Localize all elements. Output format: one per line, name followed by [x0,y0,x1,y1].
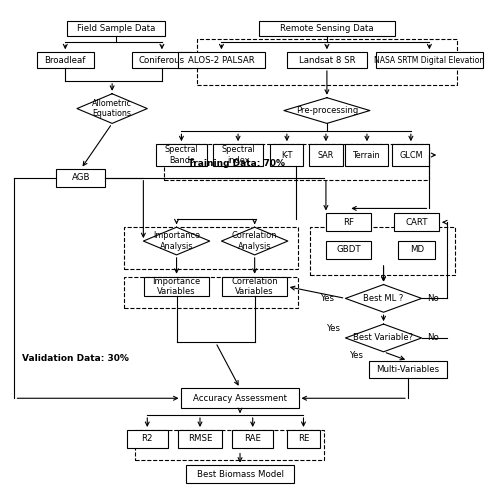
Text: RF: RF [343,218,354,227]
Text: AGB: AGB [72,173,90,182]
Text: ALOS-2 PALSAR: ALOS-2 PALSAR [188,56,255,64]
Text: Best ML ?: Best ML ? [364,294,404,303]
Bar [144,277,209,296]
Bar [124,227,298,269]
Text: No: No [428,294,439,303]
Bar [197,39,457,85]
Polygon shape [77,94,148,123]
Text: Yes: Yes [350,351,364,360]
Text: Best Biomass Model: Best Biomass Model [196,470,284,479]
Text: GBDT: GBDT [336,246,360,254]
Text: Pre-processing: Pre-processing [296,106,358,115]
Text: R2: R2 [142,434,153,443]
Bar [132,52,192,68]
Bar [37,52,94,68]
Bar [182,388,298,408]
Text: Importance
Analysis: Importance Analysis [153,231,200,251]
Polygon shape [144,227,210,255]
Text: Correlation
Analysis: Correlation Analysis [232,231,278,251]
Text: Field Sample Data: Field Sample Data [77,24,155,33]
Text: CART: CART [406,218,428,227]
Bar [398,241,436,259]
Polygon shape [222,227,288,255]
Bar [310,144,342,166]
Text: Terrain: Terrain [353,151,381,159]
Bar [287,430,320,448]
Text: Allometric
Equations: Allometric Equations [92,99,132,118]
Bar [134,430,324,460]
Bar [270,144,304,166]
Polygon shape [346,324,422,352]
Text: Accuracy Assessment: Accuracy Assessment [193,394,287,403]
Bar [156,144,207,166]
Text: MD: MD [410,246,424,254]
Bar [326,241,371,259]
Text: GLCM: GLCM [399,151,422,159]
Bar [178,430,222,448]
Polygon shape [284,98,370,123]
Bar [222,277,287,296]
Polygon shape [346,284,422,312]
Bar [127,430,168,448]
Bar [258,21,395,36]
Text: Broadleaf: Broadleaf [44,56,86,64]
Bar [232,430,273,448]
Text: No: No [428,334,439,342]
Text: Best Variable?: Best Variable? [354,334,414,342]
Text: RE: RE [298,434,309,443]
Bar [124,277,298,308]
Text: Multi-Variables: Multi-Variables [376,365,440,374]
Text: Landsat 8 SR: Landsat 8 SR [298,56,355,64]
Bar [178,52,266,68]
Text: Importance
Variables: Importance Variables [152,277,200,296]
Text: SAR: SAR [318,151,334,159]
Text: Spectral
Bands: Spectral Bands [164,145,198,165]
Text: NASA SRTM Digital Elevation: NASA SRTM Digital Elevation [374,56,484,64]
Bar [326,214,371,231]
Text: RAE: RAE [244,434,261,443]
Text: Validation Data: 30%: Validation Data: 30% [22,354,129,363]
Bar [392,144,430,166]
Bar [369,361,447,378]
Text: Training Data: 70%: Training Data: 70% [188,159,286,168]
Bar [186,465,294,483]
Bar [212,144,264,166]
Text: RMSE: RMSE [188,434,212,443]
Text: Correlation
Variables: Correlation Variables [232,277,278,296]
Bar [164,144,429,180]
Bar [67,21,165,36]
Bar [376,52,483,68]
Text: Remote Sensing Data: Remote Sensing Data [280,24,374,33]
Text: Yes: Yes [326,324,340,333]
Text: Spectral
index: Spectral index [221,145,255,165]
Bar [56,169,106,186]
Bar [394,214,439,231]
Text: K-T: K-T [281,151,292,159]
Text: Coniferous: Coniferous [139,56,185,64]
Bar [310,227,455,275]
Text: Yes: Yes [321,294,335,303]
Bar [346,144,389,166]
Bar [287,52,367,68]
